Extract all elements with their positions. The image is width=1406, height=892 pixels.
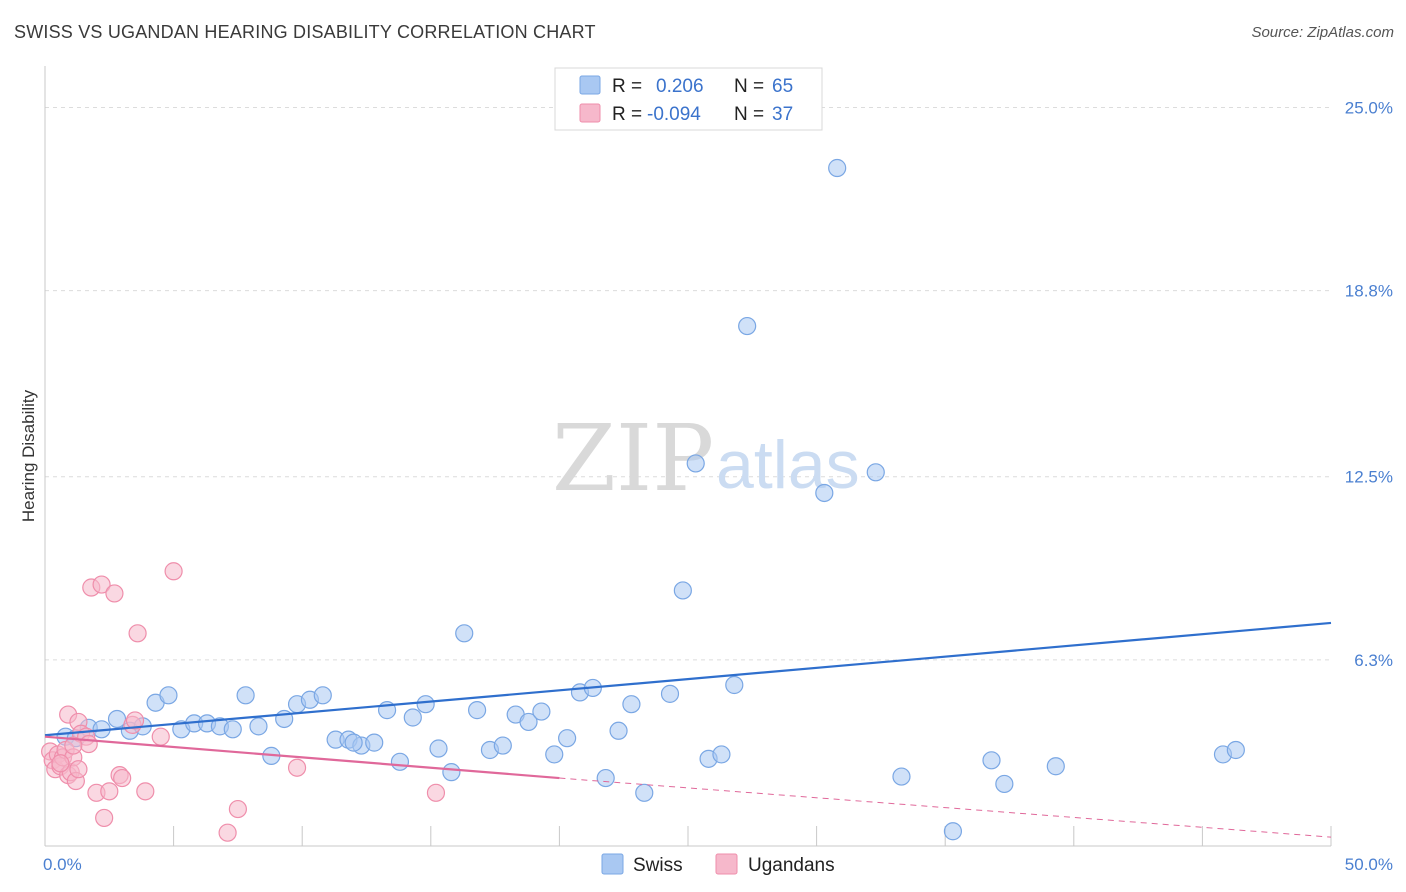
ugandans-n-value: 37 xyxy=(772,104,793,125)
swiss-point-4 xyxy=(107,709,127,729)
swiss-point-8 xyxy=(159,686,178,705)
source-credit: Source: ZipAtlas.com xyxy=(1251,24,1394,41)
swiss-point-50 xyxy=(712,745,731,764)
swiss-point-47 xyxy=(673,581,692,600)
ugandans-point-21 xyxy=(100,782,119,801)
ugandans-point-36 xyxy=(64,736,83,755)
ugandans-point-16 xyxy=(79,734,98,754)
swiss-point-48 xyxy=(686,454,705,473)
chart-title: SWISS VS UGANDAN HEARING DISABILITY CORR… xyxy=(14,22,596,42)
swiss-point-36 xyxy=(519,712,538,732)
watermark: ZIP atlas xyxy=(552,405,860,512)
swiss-point-34 xyxy=(493,736,512,755)
swiss-n-value: 65 xyxy=(772,76,793,97)
x-tick-label-0: 0.0% xyxy=(43,855,82,874)
swiss-point-24 xyxy=(365,733,384,752)
swiss-point-20 xyxy=(313,686,332,705)
ugandans-n-label: N = xyxy=(734,104,764,125)
swiss-point-39 xyxy=(558,729,577,748)
ugandans-point-19 xyxy=(92,575,111,594)
watermark-atlas: atlas xyxy=(716,427,860,503)
ugandans-point-27 xyxy=(128,624,147,643)
swiss-point-15 xyxy=(249,717,268,736)
ugandans-trend-line-extension xyxy=(559,777,1332,838)
swiss-point-28 xyxy=(416,695,435,714)
y-tick-label-0: 6.3% xyxy=(1354,651,1393,670)
ugandans-point-11 xyxy=(69,760,88,779)
ugandans-point-28 xyxy=(136,782,155,801)
ugandans-point-34 xyxy=(426,783,446,802)
swiss-series-label: Swiss xyxy=(633,855,683,876)
ugandans-point-20 xyxy=(95,808,114,828)
swiss-point-31 xyxy=(455,624,474,643)
stats-legend: R = 0.206 N = 65 R = -0.094 N = 37 xyxy=(554,67,823,131)
ugandans-point-33 xyxy=(287,758,307,777)
swiss-point-14 xyxy=(236,686,255,705)
swiss-point-27 xyxy=(403,708,422,727)
swiss-point-38 xyxy=(545,745,564,764)
watermark-zip: ZIP xyxy=(552,405,714,512)
swiss-series-swatch xyxy=(601,853,624,875)
swiss-point-13 xyxy=(223,720,242,739)
swiss-point-57 xyxy=(943,822,963,841)
x-tick-labels: 0.0% 50.0% xyxy=(43,855,1393,874)
ugandans-point-29 xyxy=(151,727,170,746)
swiss-point-52 xyxy=(738,316,757,336)
swiss-point-45 xyxy=(635,783,654,802)
ugandans-point-24 xyxy=(113,768,132,788)
swiss-r-value: 0.206 xyxy=(656,76,704,97)
axes xyxy=(44,66,1332,847)
swiss-point-43 xyxy=(609,721,628,740)
swiss-point-64 xyxy=(344,733,363,752)
y-tick-label-1: 12.5% xyxy=(1345,468,1393,487)
ugandans-series-label: Ugandans xyxy=(748,855,835,876)
x-tick-label-1: 50.0% xyxy=(1345,855,1393,874)
swiss-point-30 xyxy=(442,763,461,782)
swiss-point-59 xyxy=(995,774,1014,794)
swiss-point-58 xyxy=(982,751,1001,770)
swiss-point-51 xyxy=(725,675,744,695)
swiss-point-55 xyxy=(866,463,885,482)
swiss-point-26 xyxy=(390,752,410,771)
ugandans-point-26 xyxy=(125,711,145,730)
swiss-point-37 xyxy=(532,702,551,721)
trend-lines xyxy=(44,621,1332,838)
ugandans-point-22 xyxy=(105,584,124,603)
ugandans-trend-line xyxy=(44,735,560,780)
swiss-n-label: N = xyxy=(734,76,764,97)
swiss-point-46 xyxy=(660,684,680,703)
series-legend: Swiss Ugandans xyxy=(601,853,835,876)
swiss-point-42 xyxy=(596,768,615,788)
y-tick-labels: 6.3% 12.5% 18.8% 25.0% xyxy=(1345,98,1393,669)
swiss-point-29 xyxy=(429,739,448,758)
swiss-point-56 xyxy=(892,767,911,786)
y-tick-label-2: 18.8% xyxy=(1345,282,1393,301)
ugandans-point-32 xyxy=(228,799,247,819)
swiss-point-53 xyxy=(815,483,834,503)
ugandans-r-value: -0.094 xyxy=(647,104,701,125)
y-axis-label: Hearing Disability xyxy=(19,389,38,522)
swiss-point-44 xyxy=(622,695,641,714)
gridlines xyxy=(45,106,1331,661)
swiss-r-label: R = xyxy=(612,76,642,97)
ugandans-point-35 xyxy=(51,754,70,773)
swiss-legend-swatch xyxy=(579,75,601,95)
ugandans-series-swatch xyxy=(715,853,738,875)
ugandans-r-label: R = xyxy=(612,104,642,125)
ugandans-point-31 xyxy=(218,823,237,842)
swiss-trend-line xyxy=(44,621,1332,737)
ugandans-point-30 xyxy=(164,562,183,581)
swiss-point-32 xyxy=(467,701,487,720)
swiss-point-60 xyxy=(1046,757,1065,776)
ugandans-legend-swatch xyxy=(579,103,601,123)
swiss-point-62 xyxy=(1226,740,1245,760)
swiss-point-54 xyxy=(828,158,847,178)
y-tick-label-3: 25.0% xyxy=(1345,98,1393,117)
